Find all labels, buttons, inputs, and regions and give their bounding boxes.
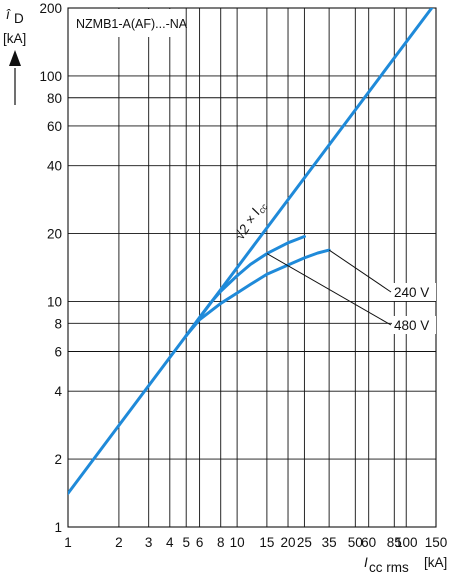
y-tick-label-1: 1 [54, 520, 62, 535]
x-tick-label-15: 15 [259, 535, 274, 550]
y-tick-label-20: 20 [47, 227, 62, 242]
series-line-sqrt2-icc [68, 8, 434, 495]
leader-line-240v [328, 249, 392, 293]
y-tick-label-100: 100 [39, 69, 62, 84]
plot-frame [67, 7, 437, 528]
x-tick-label-2: 2 [115, 535, 123, 550]
x-tick-label-35: 35 [322, 535, 337, 550]
y-axis-label-sub: D [14, 11, 24, 26]
series-label-480v: 480 V [394, 318, 429, 333]
series-line-480v [184, 235, 306, 338]
y-tick-label-4: 4 [54, 384, 62, 399]
x-tick-label-3: 3 [145, 535, 153, 550]
x-tick-label-100: 100 [395, 535, 418, 550]
y-tick-label-10: 10 [47, 294, 62, 309]
x-tick-label-50: 50 [348, 535, 363, 550]
y-tick-label-2: 2 [54, 452, 62, 467]
x-axis-label-main: I [364, 555, 368, 570]
x-tick-label-4: 4 [166, 535, 174, 550]
x-tick-label-5: 5 [182, 535, 190, 550]
y-axis-unit: [kA] [3, 31, 26, 46]
y-tick-label-80: 80 [47, 91, 62, 106]
x-axis-label: I cc rms [kA] [364, 555, 447, 575]
y-tick-label-60: 60 [47, 119, 62, 134]
chart-title-box: NZMB1-A(AF)...-NA [69, 9, 188, 37]
series-label-sqrt2-icc: √2 × Icc [232, 198, 270, 244]
series-labels: √2 × Icc 240 V 480 V [232, 198, 436, 334]
series-layer [68, 8, 434, 495]
x-tick-label-1: 1 [64, 535, 72, 550]
x-tick-label-85: 85 [387, 535, 402, 550]
grid [67, 7, 437, 528]
x-tick-label-20: 20 [281, 535, 296, 550]
x-tick-label-8: 8 [217, 535, 225, 550]
series-line-240v [184, 248, 331, 338]
x-tick-label-150: 150 [425, 535, 448, 550]
x-axis-unit: [kA] [424, 555, 447, 570]
series-label-240v: 240 V [394, 285, 429, 300]
x-tick-label-60: 60 [361, 535, 376, 550]
y-tick-label-8: 8 [54, 316, 62, 331]
leader-line-480v [266, 253, 392, 326]
chart-title: NZMB1-A(AF)...-NA [76, 17, 188, 31]
x-tick-label-10: 10 [230, 535, 245, 550]
y-tick-label-40: 40 [47, 159, 62, 174]
y-tick-label-6: 6 [54, 344, 62, 359]
y-axis-arrow-icon [9, 50, 21, 105]
x-tick-label-6: 6 [196, 535, 204, 550]
x-tick-label-25: 25 [297, 535, 312, 550]
x-axis-label-sub: cc rms [369, 560, 409, 575]
y-axis-label-main: î [6, 7, 11, 22]
y-tick-label-200: 200 [39, 1, 62, 16]
y-axis-label: î D [kA] [3, 7, 26, 105]
